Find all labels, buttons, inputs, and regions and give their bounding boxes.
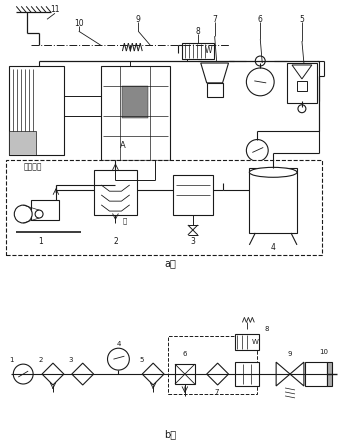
Bar: [175, 364, 195, 384]
Text: 5: 5: [139, 357, 144, 363]
Bar: [94, 170, 137, 215]
Circle shape: [13, 364, 33, 384]
Text: 1: 1: [39, 237, 43, 246]
Polygon shape: [42, 363, 64, 385]
Text: 8: 8: [195, 27, 200, 36]
Text: 1: 1: [9, 357, 14, 363]
Text: 8: 8: [265, 326, 269, 332]
Text: W: W: [205, 46, 212, 55]
Text: 4: 4: [271, 243, 276, 253]
Polygon shape: [290, 362, 304, 386]
Circle shape: [14, 205, 32, 223]
Text: 7: 7: [212, 15, 217, 24]
Bar: [31, 200, 59, 220]
Bar: [287, 63, 317, 103]
Text: 气源装置: 气源装置: [23, 163, 42, 172]
Polygon shape: [201, 63, 228, 83]
Text: b）: b）: [164, 429, 176, 439]
Bar: [6, 160, 322, 255]
Circle shape: [247, 139, 268, 161]
Polygon shape: [142, 363, 164, 385]
Text: 10: 10: [319, 349, 328, 355]
Text: a）: a）: [164, 258, 176, 268]
Bar: [9, 66, 64, 156]
Text: 6: 6: [183, 351, 187, 357]
Text: A: A: [120, 141, 126, 150]
Bar: [182, 43, 214, 59]
Ellipse shape: [249, 167, 297, 177]
Text: 5: 5: [299, 15, 305, 24]
Bar: [297, 81, 307, 91]
Text: 11: 11: [50, 5, 60, 14]
Text: W: W: [252, 339, 259, 345]
Polygon shape: [292, 65, 312, 79]
Bar: [168, 336, 257, 394]
Circle shape: [255, 56, 265, 66]
Text: 水: 水: [122, 218, 127, 224]
Circle shape: [298, 105, 306, 113]
Text: 2: 2: [113, 237, 118, 246]
Text: 2: 2: [39, 357, 43, 363]
Polygon shape: [72, 363, 94, 385]
Text: 9: 9: [136, 15, 141, 24]
Circle shape: [107, 348, 129, 370]
Bar: [305, 362, 327, 386]
Polygon shape: [207, 363, 228, 385]
Bar: [101, 66, 170, 160]
Bar: [327, 362, 332, 386]
Bar: [173, 175, 213, 215]
Bar: [249, 169, 297, 233]
Bar: [207, 83, 223, 97]
Bar: [236, 362, 259, 386]
Text: 7: 7: [214, 389, 219, 395]
Circle shape: [247, 68, 274, 96]
Circle shape: [35, 210, 43, 218]
Bar: [236, 334, 259, 350]
Text: 9: 9: [288, 351, 292, 357]
Text: 3: 3: [190, 237, 195, 246]
Text: 3: 3: [69, 357, 73, 363]
Text: 4: 4: [116, 341, 121, 347]
Polygon shape: [276, 362, 290, 386]
Bar: [9, 131, 36, 156]
Text: 10: 10: [74, 19, 84, 28]
Text: 6: 6: [258, 15, 263, 24]
Bar: [122, 86, 148, 118]
